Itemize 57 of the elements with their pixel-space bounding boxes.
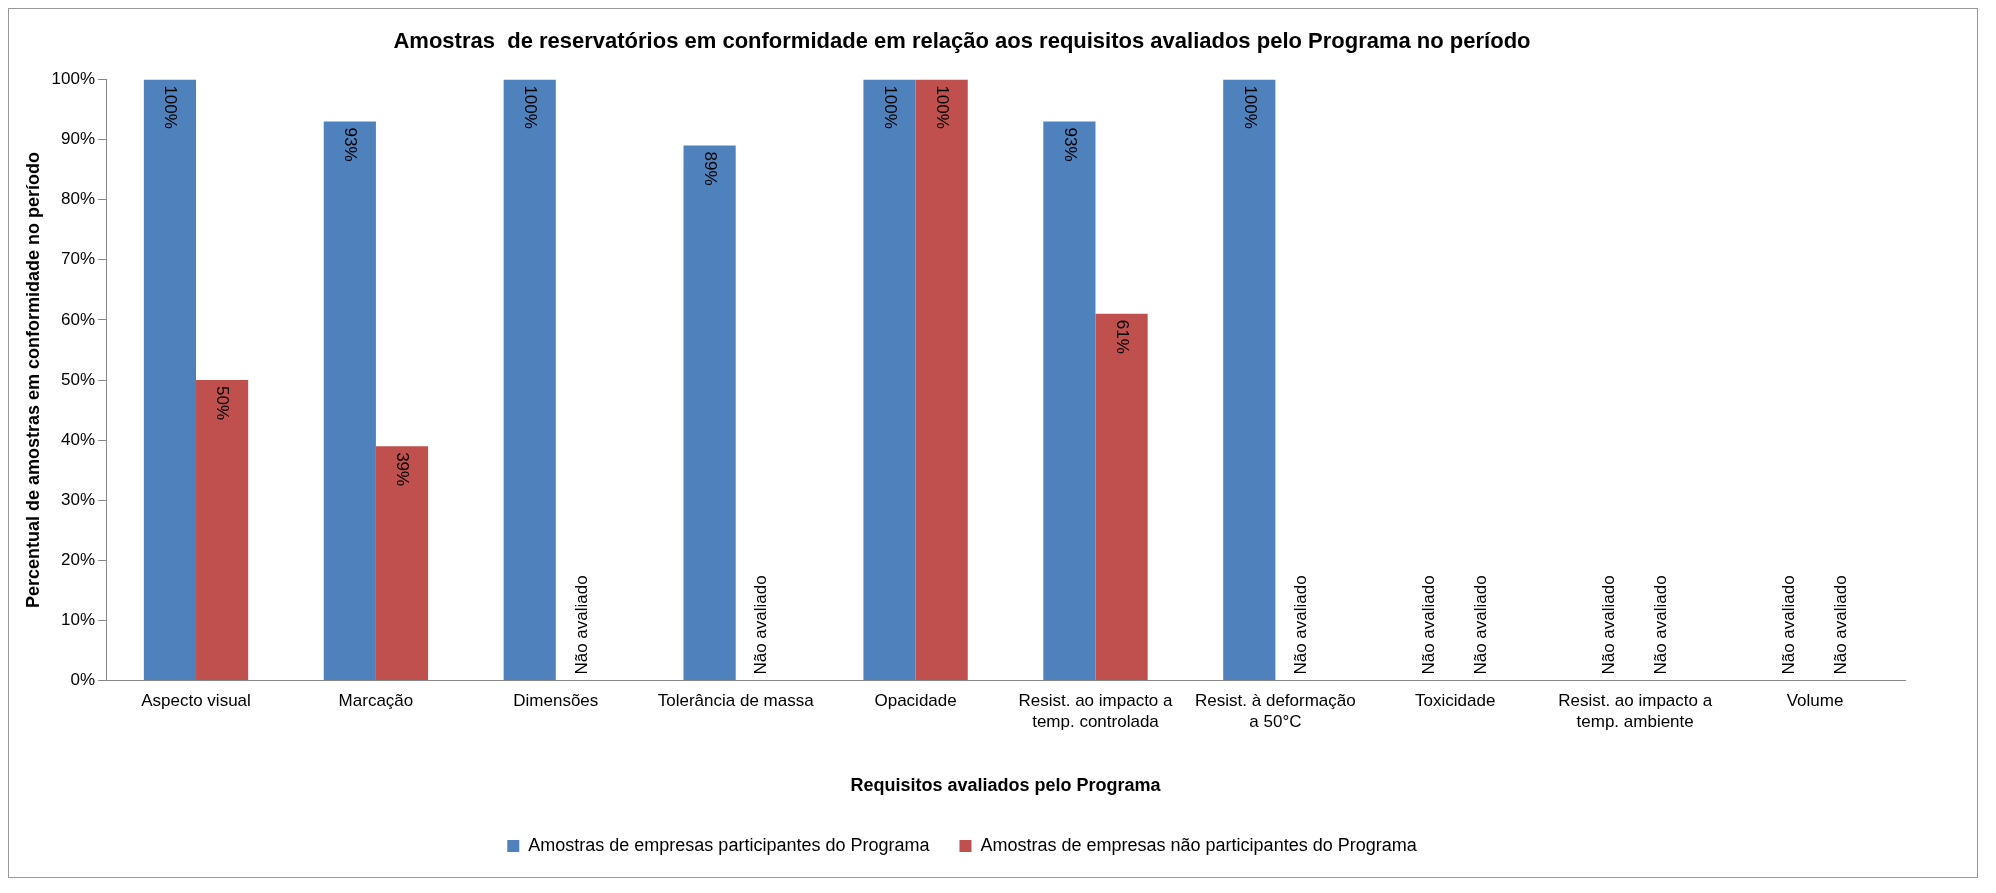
y-tick-label: 60% bbox=[61, 309, 96, 329]
y-tick-label: 30% bbox=[61, 489, 96, 509]
x-axis-title: Requisitos avaliados pelo Programa bbox=[850, 775, 1162, 796]
legend-label: Amostras de empresas não participantes do Programa bbox=[980, 834, 1418, 855]
x-tick-label: Resist. à deformação a 50°C bbox=[1195, 691, 1356, 731]
text: Não avaliado bbox=[1830, 575, 1850, 675]
x-tick-label: Resist. ao impacto a temp. controlada bbox=[1018, 691, 1174, 731]
bar bbox=[375, 446, 429, 681]
data-label: 93% bbox=[1060, 127, 1080, 162]
bar bbox=[143, 79, 197, 681]
bar bbox=[323, 121, 376, 681]
data-label: 50% bbox=[213, 386, 233, 421]
y-tick-label: 90% bbox=[61, 129, 96, 149]
x-tick-label: Toxicidade bbox=[1415, 691, 1496, 711]
data-label: 100% bbox=[932, 85, 952, 129]
text: Não avaliado bbox=[571, 575, 591, 675]
text: Não avaliado bbox=[1598, 575, 1618, 675]
data-label: 100% bbox=[161, 85, 181, 129]
x-tick-label: Marcação bbox=[338, 691, 414, 711]
bar bbox=[1223, 79, 1276, 681]
y-tick-label: 40% bbox=[61, 429, 96, 449]
x-tick-label: Resist. ao impacto a temp. ambiente bbox=[1558, 691, 1713, 731]
y-tick-label: 0% bbox=[70, 670, 96, 690]
data-label: 93% bbox=[341, 127, 361, 162]
text: Não avaliado bbox=[1778, 575, 1798, 675]
data-label: 100% bbox=[880, 85, 900, 129]
y-tick-label: 20% bbox=[61, 550, 96, 570]
bar bbox=[196, 380, 249, 681]
data-label: 89% bbox=[700, 151, 720, 186]
chart-title: Amostras de reservatórios em conformidade em relação aos requisitos avaliados pelo Programa no período bbox=[393, 28, 1531, 54]
bar bbox=[915, 79, 968, 681]
text: Não avaliado bbox=[751, 575, 771, 675]
data-label: 39% bbox=[393, 452, 413, 487]
y-tick-label: 70% bbox=[61, 249, 96, 269]
x-tick-label: Tolerância de massa bbox=[657, 691, 815, 711]
data-label: 100% bbox=[1240, 85, 1260, 129]
text: Não avaliado bbox=[1418, 575, 1438, 675]
y-axis-title: Percentual de amostras em conformidade no período bbox=[22, 151, 43, 609]
text: Não avaliado bbox=[1650, 575, 1670, 675]
x-tick-label: Volume bbox=[1786, 691, 1844, 711]
bar bbox=[683, 145, 736, 681]
x-tick-label: Opacidade bbox=[874, 691, 957, 711]
x-tick-label: Aspecto visual bbox=[141, 691, 251, 711]
text: Não avaliado bbox=[1471, 575, 1491, 675]
bar bbox=[1095, 313, 1148, 681]
bar bbox=[863, 79, 916, 681]
y-tick-label: 50% bbox=[61, 369, 96, 389]
bar bbox=[503, 79, 556, 681]
data-label: 100% bbox=[521, 85, 541, 129]
y-tick-label: 10% bbox=[61, 610, 96, 630]
text: Não avaliado bbox=[1291, 575, 1311, 675]
legend-label: Amostras de empresas participantes do Programa bbox=[528, 834, 931, 855]
x-tick-label: Dimensões bbox=[513, 691, 599, 711]
data-label: 61% bbox=[1112, 319, 1132, 354]
bar bbox=[1043, 121, 1096, 681]
y-tick-label: 100% bbox=[51, 69, 96, 89]
y-tick-label: 80% bbox=[61, 189, 96, 209]
